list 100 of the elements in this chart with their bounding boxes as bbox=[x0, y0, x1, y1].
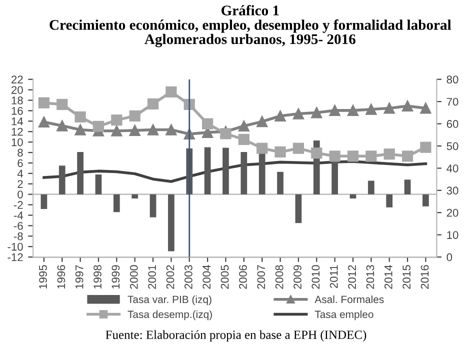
bar bbox=[258, 152, 266, 194]
point bbox=[366, 150, 377, 162]
point bbox=[147, 124, 159, 136]
bar bbox=[404, 180, 411, 194]
y-tick-label: 4 bbox=[17, 170, 23, 178]
x-tick-label: 2007 bbox=[257, 265, 266, 289]
point bbox=[420, 102, 432, 114]
y-tick-label: 20 bbox=[12, 86, 23, 94]
x-tick-label: 2012 bbox=[348, 265, 356, 289]
bar bbox=[150, 194, 156, 218]
y-tick-label: 8 bbox=[18, 148, 23, 157]
y-tick-label: 22 bbox=[12, 76, 23, 84]
point bbox=[56, 120, 68, 132]
point bbox=[38, 116, 50, 128]
x-tick-label: 2016 bbox=[420, 265, 429, 289]
point bbox=[274, 146, 286, 158]
y-tick-label: -2 bbox=[14, 201, 23, 209]
y2-tick-label: 60 bbox=[446, 120, 458, 128]
legend-label: Asal. Formales bbox=[314, 295, 384, 304]
point bbox=[238, 134, 250, 145]
point bbox=[366, 104, 377, 115]
bar bbox=[58, 166, 66, 194]
x-tick-label: 1998 bbox=[94, 265, 102, 289]
x-tick-label: 2004 bbox=[202, 264, 211, 289]
point bbox=[56, 98, 68, 110]
y2-tick-label: 20 bbox=[446, 208, 458, 217]
x-tick-label: 1995 bbox=[39, 265, 47, 289]
legend-label: Tasa desemp.(izq) bbox=[128, 310, 212, 320]
bar bbox=[222, 148, 229, 194]
point bbox=[202, 118, 214, 130]
legend-label: Tasa empleo bbox=[314, 310, 374, 320]
y2-tick-label: 0 bbox=[446, 253, 452, 262]
bar bbox=[132, 194, 138, 198]
point bbox=[220, 128, 232, 140]
y-tick-label: -10 bbox=[8, 242, 23, 251]
y-tick-label: 12 bbox=[12, 128, 23, 136]
x-tick-label: 1997 bbox=[75, 265, 84, 289]
point bbox=[347, 150, 359, 162]
bar bbox=[295, 194, 302, 224]
point bbox=[292, 142, 304, 154]
point bbox=[402, 100, 414, 112]
x-tick-label: 2009 bbox=[294, 265, 302, 289]
bar bbox=[240, 152, 248, 194]
point bbox=[111, 125, 122, 136]
x-tick-label: 2001 bbox=[148, 265, 156, 289]
x-tick-label: 2000 bbox=[130, 265, 138, 289]
point bbox=[74, 124, 86, 136]
y2-tick-label: 30 bbox=[446, 186, 458, 195]
bar bbox=[386, 194, 393, 208]
y2-tick-label: 80 bbox=[446, 76, 458, 84]
point bbox=[74, 111, 86, 123]
y-tick-label: -4 bbox=[14, 212, 23, 220]
y-tick-label: 6 bbox=[18, 159, 23, 168]
x-tick-label: 2015 bbox=[402, 265, 410, 289]
y-tick-label: 0 bbox=[18, 190, 23, 198]
y-tick-label: 2 bbox=[18, 180, 23, 188]
point bbox=[166, 124, 177, 136]
y2-tick-label: 40 bbox=[446, 164, 458, 172]
point bbox=[111, 114, 122, 126]
x-tick-label: 2002 bbox=[166, 265, 174, 289]
bar bbox=[168, 194, 174, 252]
y2-tick-label: 10 bbox=[447, 231, 458, 239]
point bbox=[274, 110, 286, 122]
point bbox=[311, 147, 322, 159]
x-tick-label: 2003 bbox=[184, 265, 192, 289]
point bbox=[292, 108, 304, 120]
legend-label: Tasa var. PIB (izq) bbox=[128, 295, 212, 306]
bar bbox=[368, 180, 374, 194]
y-tick-label: 10 bbox=[12, 138, 23, 146]
point bbox=[329, 150, 340, 162]
bar bbox=[422, 194, 429, 206]
bar bbox=[350, 194, 356, 198]
y-tick-label: -8 bbox=[14, 232, 23, 240]
x-tick-label: 2006 bbox=[239, 265, 247, 289]
y-tick-label: 18 bbox=[12, 96, 23, 104]
y-tick-label: 16 bbox=[12, 106, 23, 115]
point bbox=[238, 120, 250, 132]
bar bbox=[332, 160, 338, 194]
point bbox=[384, 102, 395, 114]
y-tick-label: -6 bbox=[14, 222, 23, 230]
point bbox=[311, 107, 322, 118]
bar bbox=[204, 147, 211, 194]
y2-tick-label: 50 bbox=[446, 142, 458, 150]
point bbox=[129, 124, 140, 136]
point bbox=[329, 104, 340, 116]
point bbox=[92, 120, 104, 132]
point bbox=[402, 150, 414, 162]
x-tick-label: 2011 bbox=[330, 265, 338, 288]
x-tick-label: 2008 bbox=[275, 265, 284, 289]
y2-tick-label: 70 bbox=[446, 98, 458, 106]
point bbox=[147, 98, 159, 110]
point bbox=[347, 104, 359, 116]
point bbox=[256, 142, 268, 154]
bar bbox=[277, 172, 284, 194]
y-tick-label: 14 bbox=[12, 118, 23, 126]
bar bbox=[95, 174, 102, 194]
point bbox=[129, 110, 140, 122]
point bbox=[38, 97, 50, 108]
bar bbox=[40, 194, 48, 209]
point bbox=[420, 142, 432, 153]
